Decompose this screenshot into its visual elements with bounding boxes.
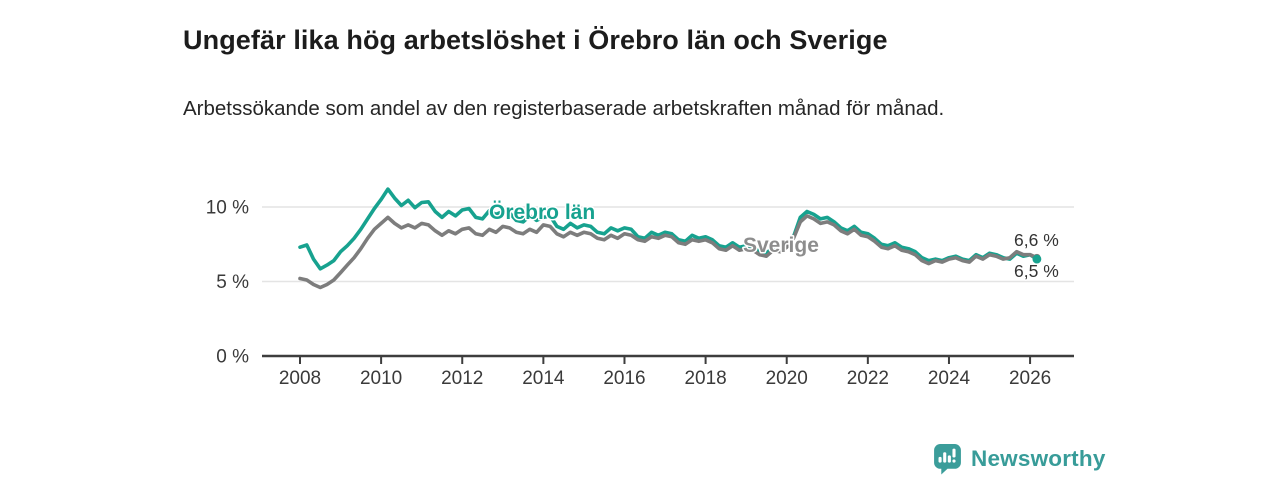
newsworthy-logo-text: Newsworthy <box>971 446 1106 471</box>
series-line-orebro-lan <box>298 187 1039 271</box>
end-value-orebro-lan: 6,5 % <box>1014 261 1059 281</box>
x-tick-label: 2014 <box>522 368 565 389</box>
x-tick-label: 2026 <box>1009 368 1051 389</box>
x-tick-label: 2008 <box>279 368 321 389</box>
series-label-sverige: Sverige <box>743 234 819 257</box>
y-tick-label: 10 % <box>206 198 249 219</box>
y-tick-label: 0 % <box>216 347 249 368</box>
x-tick-label: 2010 <box>360 368 402 389</box>
x-tick-label: 2012 <box>441 368 483 389</box>
series-label-orebro-lan: Örebro län <box>489 201 595 224</box>
x-tick-label: 2022 <box>847 368 889 389</box>
x-tick-label: 2020 <box>766 368 808 389</box>
newsworthy-logo-icon <box>934 444 961 475</box>
end-value-sverige: 6,6 % <box>1014 230 1059 250</box>
page-title: Ungefär lika hög arbetslöshet i Örebro l… <box>183 25 888 56</box>
x-tick-label: 2024 <box>928 368 971 389</box>
x-tick-label: 2016 <box>603 368 645 389</box>
newsworthy-logo: Newsworthy <box>933 443 1106 475</box>
y-tick-label: 5 % <box>216 272 249 293</box>
end-dot-orebro-lan <box>1032 254 1042 264</box>
series-line-sverige <box>298 214 1039 290</box>
x-tick-label: 2018 <box>684 368 726 389</box>
page-subtitle: Arbetssökande som andel av den registerb… <box>183 96 945 120</box>
